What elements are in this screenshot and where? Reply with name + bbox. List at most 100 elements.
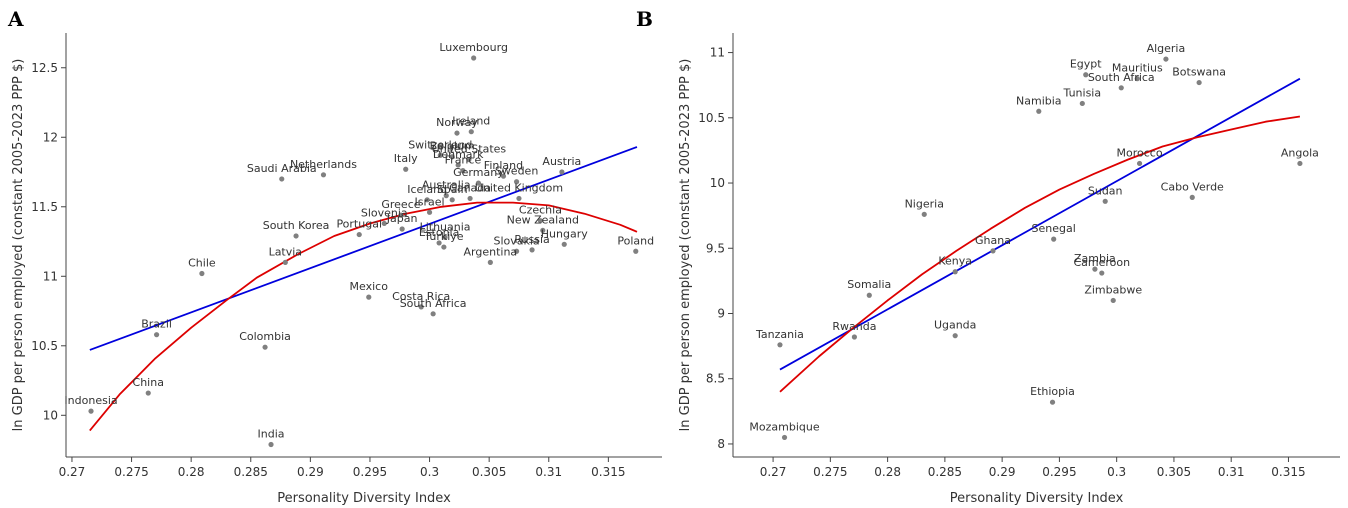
point-germany xyxy=(475,180,482,186)
point-label-finland: Finland xyxy=(484,159,523,172)
point-cameroon xyxy=(1099,270,1105,276)
point-label-nigeria: Nigeria xyxy=(905,197,944,210)
point-label-saudi-arabia: Saudi Arabia xyxy=(247,162,317,175)
point-label-hungary: Hungary xyxy=(541,227,588,240)
y-tick-label: 11.5 xyxy=(31,200,58,214)
point-united-kingdom xyxy=(516,195,522,202)
point-label-india: India xyxy=(258,427,285,440)
point-label-canada: Canada xyxy=(449,181,491,194)
point-uganda xyxy=(952,333,958,339)
point-label-germany: Germany xyxy=(453,166,504,179)
point-label-sweden: Sweden xyxy=(495,165,538,178)
point-label-egypt: Egypt xyxy=(1070,58,1102,71)
y-tick-label: 8.5 xyxy=(706,372,725,386)
point-new-zealand xyxy=(540,227,546,234)
point-luxembourg xyxy=(471,55,477,61)
point-label-ireland: Ireland xyxy=(452,115,490,128)
point-estonia xyxy=(436,240,442,246)
x-axis-title: Personality Diversity Index xyxy=(277,491,451,506)
point-label-greece: Greece xyxy=(381,198,420,211)
x-tick-label: 0.29 xyxy=(989,465,1016,479)
point-netherlands xyxy=(320,172,327,178)
point-nigeria xyxy=(921,211,927,217)
point-label-cabo-verde: Cabo Verde xyxy=(1161,180,1224,193)
point-label-belgium: Belgium xyxy=(430,140,475,153)
point-iceland xyxy=(424,197,430,203)
point-label-lithuania: Lithuania xyxy=(420,220,471,233)
point-egypt xyxy=(1083,72,1089,78)
point-russia xyxy=(529,247,535,253)
x-tick-label: 0.295 xyxy=(353,465,387,479)
point-label-poland: Poland xyxy=(617,234,654,247)
point-label-australia: Australia xyxy=(422,179,471,192)
point-argentina xyxy=(487,259,493,265)
point-greece xyxy=(398,212,404,218)
x-tick-label: 0.305 xyxy=(1157,465,1191,479)
y-tick-label: 10.5 xyxy=(698,111,725,125)
point-label-costa-rica: Costa Rica xyxy=(392,290,450,303)
point-mexico xyxy=(366,294,372,300)
point-south-africa xyxy=(430,311,436,317)
point-label-latvia: Latvia xyxy=(269,245,303,258)
point-switzerland xyxy=(437,152,443,158)
y-tick-label: 9 xyxy=(717,306,725,320)
point-label-switzerland: Switzerland xyxy=(408,138,472,151)
x-tick-label: 0.285 xyxy=(234,465,268,479)
quadratic-fit-line xyxy=(779,115,1301,393)
x-tick-label: 0.275 xyxy=(114,465,148,479)
point-ethiopia xyxy=(1049,399,1056,405)
point-colombia xyxy=(262,344,268,350)
panel-b: B 0.27 0.275 0.28 0.285 0.29 0.295 0.3 0.305 0.31… xyxy=(636,7,1340,506)
point-south-africa xyxy=(1118,85,1124,91)
point-label-japan: Japan xyxy=(386,212,418,225)
point-turkiye xyxy=(441,244,447,250)
panel-letter: B xyxy=(636,7,653,31)
x-tick-label: 0.31 xyxy=(1218,465,1245,479)
y-axis-title: ln GDP per person employed (constant 200… xyxy=(678,59,693,432)
point-finland xyxy=(500,173,507,179)
point-label-estonia: Estonia xyxy=(419,226,460,239)
point-ghana xyxy=(990,248,996,254)
x-tick-label: 0.315 xyxy=(591,465,625,479)
point-spain xyxy=(449,197,455,203)
point-denmark xyxy=(455,162,461,168)
point-hungary xyxy=(561,241,567,247)
panel-letter: A xyxy=(7,7,24,31)
point-label-slovenia: Slovenia xyxy=(361,206,408,219)
x-tick-label: 0.295 xyxy=(1042,465,1076,479)
point-kenya xyxy=(952,269,958,275)
point-label-tanzania: Tanzania xyxy=(755,328,804,341)
point-israel xyxy=(426,209,433,215)
point-label-luxembourg: Luxembourg xyxy=(439,41,508,54)
x-tick-label: 0.3 xyxy=(420,465,439,479)
point-united-states xyxy=(466,156,472,163)
point-label-cameroon: Cameroon xyxy=(1073,256,1130,269)
point-label-brazil: Brazil xyxy=(141,318,172,331)
point-norway xyxy=(454,130,460,136)
panel-a: A 0.27 0.275 0.28 0.285 0.29 0.295 0.3 0.305 0.31… xyxy=(7,7,662,506)
point-angola xyxy=(1297,160,1303,167)
point-japan xyxy=(399,226,405,232)
point-cabo-verde xyxy=(1189,194,1195,200)
y-tick-label: 12.5 xyxy=(31,61,58,75)
point-label-senegal: Senegal xyxy=(1032,222,1076,235)
x-tick-label: 0.315 xyxy=(1271,465,1305,479)
point-label-zimbabwe: Zimbabwe xyxy=(1084,283,1142,296)
point-australia xyxy=(443,193,449,199)
point-canada xyxy=(467,195,473,202)
point-china xyxy=(145,390,151,396)
point-label-iceland: Iceland xyxy=(407,183,447,196)
y-axis-title: ln GDP per person employed (constant 200… xyxy=(11,59,26,432)
point-senegal xyxy=(1051,236,1057,242)
point-india xyxy=(268,441,274,448)
point-label-netherlands: Netherlands xyxy=(290,158,357,171)
point-mozambique xyxy=(781,434,788,441)
point-botswana xyxy=(1196,79,1202,86)
point-latvia xyxy=(282,259,288,265)
point-czechia xyxy=(537,218,544,224)
point-label-czechia: Czechia xyxy=(519,204,562,217)
point-label-turkiye: Türkiye xyxy=(423,230,464,243)
y-tick-label: 10 xyxy=(710,176,725,190)
point-label-spain: Spain xyxy=(437,183,468,196)
x-tick-label: 0.27 xyxy=(59,465,86,479)
